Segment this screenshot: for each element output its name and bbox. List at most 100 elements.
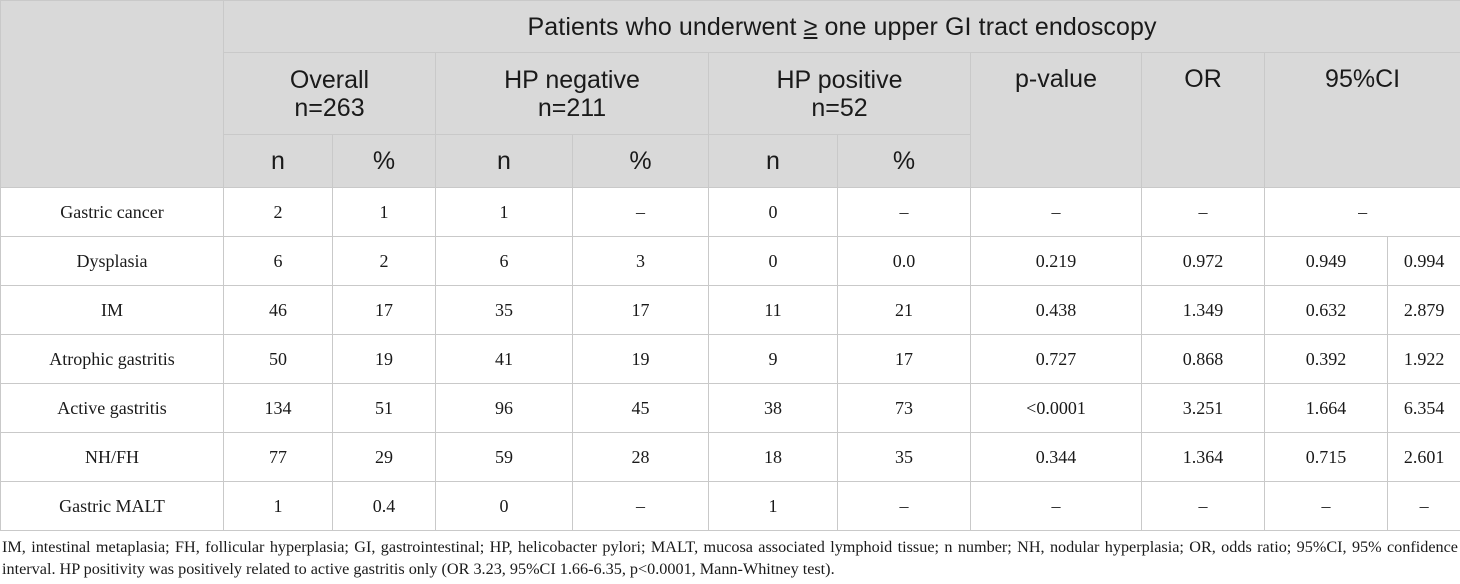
overall-percent-header: % xyxy=(332,134,436,188)
table-row: Dysplasia 6 2 6 3 0 0.0 0.219 0.972 0.94… xyxy=(0,236,1460,286)
hp-negative-n-cell: 0 xyxy=(435,481,573,531)
overall-group-header: Overall n=263 xyxy=(223,52,436,135)
hp-negative-label: HP negative xyxy=(504,65,640,94)
row-label: Gastric cancer xyxy=(0,187,224,237)
ci-upper-cell: 6.354 xyxy=(1386,383,1460,433)
overall-label: Overall xyxy=(289,65,370,94)
group-title: Patients who underwent ≥ one upper GI tr… xyxy=(222,0,1460,53)
hp-positive-n-cell: 1 xyxy=(708,481,838,531)
overall-n-cell: 2 xyxy=(223,187,333,237)
pvalue-cell: <0.0001 xyxy=(970,383,1142,433)
row-label: NH/FH xyxy=(0,432,224,482)
overall-percent-cell: 0.4 xyxy=(332,481,436,531)
ci-upper-cell: 2.601 xyxy=(1386,432,1460,482)
pvalue-header: p-value xyxy=(970,52,1142,188)
ci-header: 95%CI xyxy=(1263,52,1460,188)
overall-n-cell: 50 xyxy=(223,334,333,384)
hp-positive-percent-cell: 35 xyxy=(837,432,971,482)
hp-positive-percent-cell: 21 xyxy=(837,285,971,335)
overall-percent-cell: 1 xyxy=(332,187,436,237)
hp-negative-percent-header: % xyxy=(572,134,709,188)
ci-upper-cell: 0.994 xyxy=(1386,236,1460,286)
overall-percent-cell: 51 xyxy=(332,383,436,433)
group-title-symbol: ≥ xyxy=(803,12,818,41)
or-cell: 0.972 xyxy=(1141,236,1265,286)
overall-percent-cell: 2 xyxy=(332,236,436,286)
table-body: Gastric cancer 2 1 1 – 0 – – – – Dysplas… xyxy=(0,187,1460,531)
overall-percent-cell: 29 xyxy=(332,432,436,482)
results-table: Patients who underwent ≥ one upper GI tr… xyxy=(0,0,1460,531)
hp-positive-n-cell: 0 xyxy=(708,236,838,286)
hp-positive-n-cell: 9 xyxy=(708,334,838,384)
hp-negative-percent-cell: 45 xyxy=(572,383,709,433)
hp-negative-n-cell: 1 xyxy=(435,187,573,237)
hp-negative-n-header: n xyxy=(435,134,573,188)
overall-n-cell: 46 xyxy=(223,285,333,335)
overall-n-cell: 6 xyxy=(223,236,333,286)
row-label: Active gastritis xyxy=(0,383,224,433)
row-label: Gastric MALT xyxy=(0,481,224,531)
ci-lower-cell: 0.949 xyxy=(1264,236,1388,286)
hp-positive-percent-cell: – xyxy=(837,481,971,531)
or-cell: 1.364 xyxy=(1141,432,1265,482)
or-cell: 3.251 xyxy=(1141,383,1265,433)
hp-positive-label: HP positive xyxy=(776,65,903,94)
or-cell: 1.349 xyxy=(1141,285,1265,335)
hp-positive-group-header: HP positive n=52 xyxy=(708,52,971,135)
hp-positive-n-cell: 18 xyxy=(708,432,838,482)
ci-lower-cell: 1.664 xyxy=(1264,383,1388,433)
overall-count: n=263 xyxy=(294,93,365,122)
table-row: Gastric MALT 1 0.4 0 – 1 – – – – – xyxy=(0,481,1460,531)
hp-positive-percent-cell: 73 xyxy=(837,383,971,433)
header-corner-cell xyxy=(0,0,224,188)
hp-negative-percent-cell: 28 xyxy=(572,432,709,482)
hp-positive-percent-cell: 17 xyxy=(837,334,971,384)
group-title-pre: Patients who underwent xyxy=(527,12,804,41)
hp-positive-n-header: n xyxy=(708,134,838,188)
table-header: Patients who underwent ≥ one upper GI tr… xyxy=(0,0,1460,188)
or-header: OR xyxy=(1141,52,1265,188)
ci-upper-cell: 2.879 xyxy=(1386,285,1460,335)
overall-n-cell: 134 xyxy=(223,383,333,433)
hp-negative-n-cell: 41 xyxy=(435,334,573,384)
or-cell: – xyxy=(1141,481,1265,531)
ci-lower-cell: – xyxy=(1264,481,1388,531)
table-row: NH/FH 77 29 59 28 18 35 0.344 1.364 0.71… xyxy=(0,432,1460,482)
hp-negative-percent-cell: 3 xyxy=(572,236,709,286)
ci-upper-cell: – xyxy=(1386,481,1460,531)
or-cell: – xyxy=(1141,187,1265,237)
pvalue-cell: 0.219 xyxy=(970,236,1142,286)
ci-lower-cell: 0.392 xyxy=(1264,334,1388,384)
pvalue-cell: 0.438 xyxy=(970,285,1142,335)
hp-negative-n-cell: 59 xyxy=(435,432,573,482)
hp-negative-n-cell: 96 xyxy=(435,383,573,433)
hp-negative-group-header: HP negative n=211 xyxy=(435,52,709,135)
pvalue-cell: – xyxy=(970,481,1142,531)
overall-n-header: n xyxy=(223,134,333,188)
row-label: IM xyxy=(0,285,224,335)
group-title-post: one upper GI tract endoscopy xyxy=(817,12,1157,41)
ci-lower-cell: 0.632 xyxy=(1264,285,1388,335)
table-row: Gastric cancer 2 1 1 – 0 – – – – xyxy=(0,187,1460,237)
hp-negative-percent-cell: 19 xyxy=(572,334,709,384)
hp-negative-n-cell: 6 xyxy=(435,236,573,286)
ci-lower-cell: 0.715 xyxy=(1264,432,1388,482)
hp-negative-n-cell: 35 xyxy=(435,285,573,335)
hp-negative-percent-cell: – xyxy=(572,187,709,237)
overall-n-cell: 77 xyxy=(223,432,333,482)
hp-positive-percent-cell: 0.0 xyxy=(837,236,971,286)
hp-positive-n-cell: 11 xyxy=(708,285,838,335)
hp-positive-n-cell: 38 xyxy=(708,383,838,433)
hp-positive-count: n=52 xyxy=(811,93,868,122)
hp-negative-count: n=211 xyxy=(537,93,607,122)
row-label: Dysplasia xyxy=(0,236,224,286)
hp-positive-percent-cell: – xyxy=(837,187,971,237)
ci-upper-cell: 1.922 xyxy=(1386,334,1460,384)
ci-cell: – xyxy=(1263,187,1460,237)
pvalue-cell: 0.344 xyxy=(970,432,1142,482)
table-row: Atrophic gastritis 50 19 41 19 9 17 0.72… xyxy=(0,334,1460,384)
pvalue-cell: 0.727 xyxy=(970,334,1142,384)
hp-positive-n-cell: 0 xyxy=(708,187,838,237)
pvalue-cell: – xyxy=(970,187,1142,237)
or-cell: 0.868 xyxy=(1141,334,1265,384)
